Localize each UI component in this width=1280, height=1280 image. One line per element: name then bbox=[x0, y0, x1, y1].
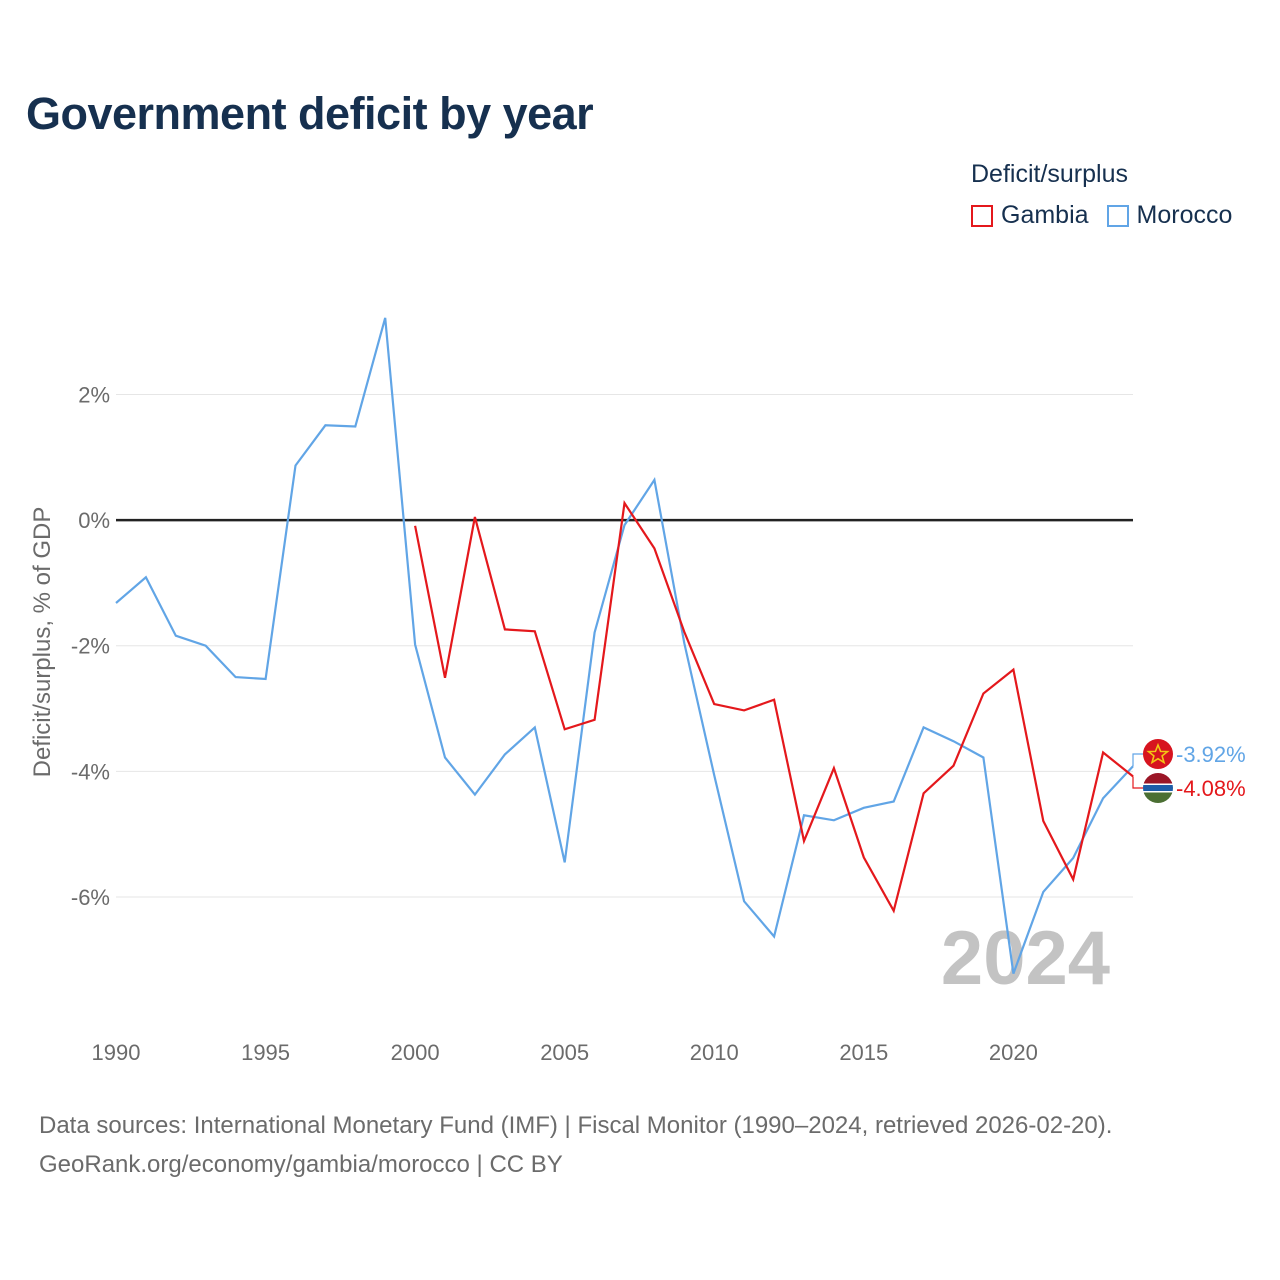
x-tick-label: 1990 bbox=[92, 1040, 141, 1065]
end-label-gambia: -4.08% bbox=[1176, 776, 1246, 801]
y-axis-label: Deficit/surplus, % of GDP bbox=[29, 507, 56, 778]
legend-item-morocco[interactable]: Morocco bbox=[1106, 201, 1233, 230]
x-tick-label: 1995 bbox=[241, 1040, 290, 1065]
series-line-morocco[interactable] bbox=[115, 317, 1134, 974]
y-tick-label: -2% bbox=[71, 634, 110, 659]
x-tick-label: 2010 bbox=[690, 1040, 739, 1065]
footer: Data sources: International Monetary Fun… bbox=[39, 1106, 1112, 1184]
end-label-morocco: -3.92% bbox=[1176, 742, 1246, 767]
legend-title: Deficit/surplus bbox=[971, 160, 1128, 188]
grid bbox=[116, 393, 1133, 898]
legend-label-morocco: Morocco bbox=[1136, 201, 1233, 229]
y-tick-label: 0% bbox=[78, 508, 110, 533]
end-connector-morocco bbox=[1132, 753, 1143, 767]
y-tick-label: 2% bbox=[78, 382, 110, 407]
end-labels: -3.92% -4.08% bbox=[1132, 742, 1246, 801]
data-sources: Data sources: International Monetary Fun… bbox=[39, 1112, 1113, 1139]
y-tick-label: -6% bbox=[71, 885, 110, 910]
series-lines bbox=[115, 317, 1134, 974]
x-tick-label: 2020 bbox=[989, 1040, 1038, 1065]
legend-label-gambia: Gambia bbox=[1001, 201, 1089, 229]
year-watermark: 2024 bbox=[941, 916, 1110, 1001]
legend-swatch-morocco bbox=[1106, 204, 1129, 227]
series-line-gambia[interactable] bbox=[414, 500, 1134, 914]
x-axis-ticks: 1990 1995 2000 2005 2010 2015 2020 bbox=[92, 1040, 1038, 1065]
x-tick-label: 2000 bbox=[391, 1040, 440, 1065]
legend-item-gambia[interactable]: Gambia bbox=[971, 201, 1089, 230]
gambia-flag-icon bbox=[1143, 773, 1173, 803]
x-tick-label: 2015 bbox=[839, 1040, 888, 1065]
legend: Deficit/surplus Gambia Morocco bbox=[971, 160, 1232, 230]
attribution-link[interactable]: GeoRank.org/economy/gambia/morocco | CC … bbox=[39, 1151, 563, 1178]
flags bbox=[1143, 739, 1173, 803]
y-tick-label: -4% bbox=[71, 759, 110, 784]
line-chart: 2% 0% -2% -4% -6% 1990 1995 2000 2005 2010 2015 20… bbox=[29, 317, 1246, 1065]
x-tick-label: 2005 bbox=[540, 1040, 589, 1065]
legend-swatch-gambia bbox=[971, 204, 993, 227]
end-connector-gambia bbox=[1132, 776, 1143, 789]
y-axis-ticks: 2% 0% -2% -4% -6% bbox=[71, 382, 110, 909]
morocco-flag-icon bbox=[1143, 739, 1173, 769]
chart-title: Government deficit by year bbox=[26, 88, 594, 139]
